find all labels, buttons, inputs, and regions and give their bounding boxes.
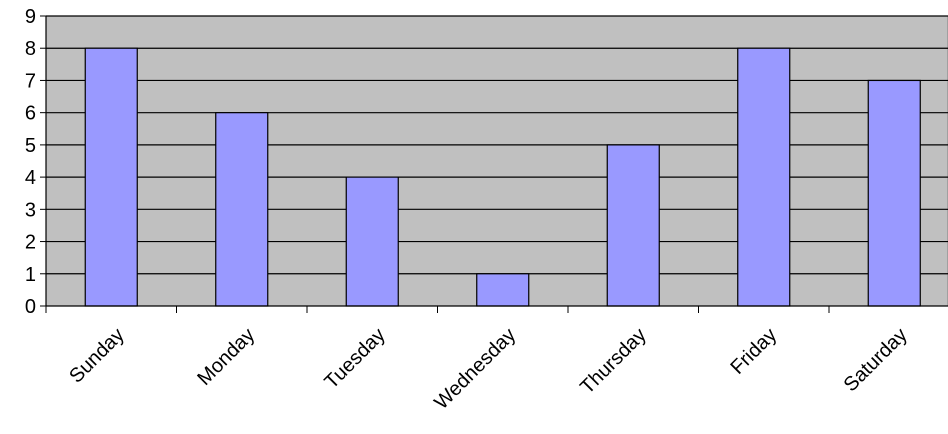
x-tick-label: Tuesday <box>321 324 390 393</box>
x-tick-label: Wednesday <box>430 324 520 414</box>
y-tick-label: 4 <box>25 167 36 189</box>
bar-tuesday <box>345 176 399 307</box>
y-tick-label: 5 <box>25 135 36 157</box>
bar-sunday <box>84 47 138 307</box>
x-tick-label: Monday <box>193 324 259 390</box>
bar-saturday <box>867 79 921 307</box>
y-tick-label: 3 <box>25 199 36 221</box>
bar-friday <box>737 47 791 307</box>
y-tick-label: 6 <box>25 103 36 125</box>
y-tick-label: 2 <box>25 232 36 254</box>
bars <box>84 47 921 307</box>
gridlines <box>46 15 948 275</box>
bar-thursday <box>606 144 660 307</box>
plot-area <box>45 15 948 307</box>
bar-wednesday <box>476 273 530 307</box>
x-tick-label: Friday <box>726 324 781 379</box>
y-tick-label: 8 <box>25 38 36 60</box>
axes <box>40 15 948 313</box>
x-tick-label: Sunday <box>65 324 129 388</box>
y-tick-labels: 0 1 2 3 4 5 6 7 8 9 <box>25 6 36 318</box>
y-tick-label: 7 <box>25 70 36 92</box>
x-tick-label: Saturday <box>840 324 912 396</box>
y-tick-label: 9 <box>25 6 36 28</box>
bar-monday <box>215 112 269 307</box>
y-tick-label: 1 <box>25 264 36 286</box>
x-tick-label: Thursday <box>576 324 651 399</box>
x-tick-labels: Sunday Monday Tuesday Wednesday Thursday Frid… <box>65 324 912 414</box>
y-tick-label: 0 <box>25 296 36 318</box>
